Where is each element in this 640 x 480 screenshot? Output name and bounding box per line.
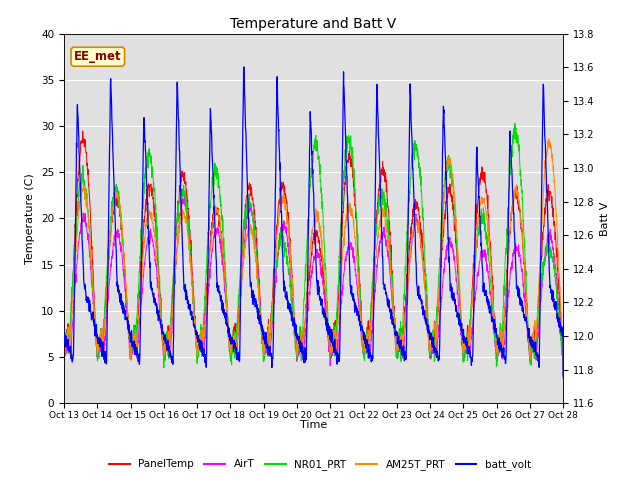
AM25T_PRT	[328, 344, 335, 350]
batt_volt	[199, 353, 207, 359]
AM25T_PRT	[559, 372, 567, 378]
PanelTemp	[200, 333, 207, 339]
PanelTemp	[60, 355, 68, 360]
AirT	[529, 349, 537, 355]
NR01_PRT	[511, 120, 518, 126]
PanelTemp	[328, 345, 335, 351]
batt_volt	[240, 64, 248, 70]
batt_volt	[559, 375, 567, 381]
Line: NR01_PRT: NR01_PRT	[64, 123, 563, 375]
Y-axis label: Temperature (C): Temperature (C)	[26, 173, 35, 264]
Line: PanelTemp: PanelTemp	[64, 131, 563, 375]
PanelTemp	[339, 214, 346, 219]
AirT	[559, 372, 567, 378]
AM25T_PRT	[515, 198, 523, 204]
AirT	[515, 253, 523, 259]
NR01_PRT	[559, 372, 567, 378]
Legend: PanelTemp, AirT, NR01_PRT, AM25T_PRT, batt_volt: PanelTemp, AirT, NR01_PRT, AM25T_PRT, ba…	[105, 455, 535, 474]
AM25T_PRT	[458, 330, 466, 336]
batt_volt	[529, 340, 537, 346]
batt_volt	[458, 334, 466, 339]
Line: batt_volt: batt_volt	[64, 67, 563, 378]
Line: AM25T_PRT: AM25T_PRT	[64, 139, 563, 375]
AM25T_PRT	[199, 341, 207, 347]
PanelTemp	[559, 372, 567, 378]
PanelTemp	[515, 204, 523, 209]
batt_volt	[328, 338, 335, 344]
NR01_PRT	[529, 341, 537, 347]
AirT	[60, 357, 68, 362]
Y-axis label: Batt V: Batt V	[600, 201, 610, 236]
Line: AirT: AirT	[64, 192, 563, 375]
Text: EE_met: EE_met	[74, 50, 122, 63]
NR01_PRT	[339, 188, 346, 194]
AM25T_PRT	[60, 349, 68, 355]
AM25T_PRT	[545, 136, 553, 142]
NR01_PRT	[60, 355, 68, 360]
AirT	[458, 347, 466, 352]
AirT	[328, 349, 335, 355]
NR01_PRT	[515, 145, 523, 151]
batt_volt	[515, 294, 523, 300]
NR01_PRT	[328, 337, 335, 343]
AirT	[180, 189, 188, 194]
NR01_PRT	[199, 323, 207, 328]
AM25T_PRT	[529, 336, 537, 342]
batt_volt	[60, 328, 68, 334]
PanelTemp	[79, 128, 86, 134]
AirT	[200, 354, 207, 360]
X-axis label: Time: Time	[300, 420, 327, 430]
NR01_PRT	[458, 339, 466, 345]
PanelTemp	[458, 339, 466, 345]
AM25T_PRT	[339, 256, 346, 262]
PanelTemp	[529, 340, 537, 346]
AirT	[339, 283, 346, 288]
batt_volt	[339, 137, 346, 143]
Title: Temperature and Batt V: Temperature and Batt V	[230, 17, 397, 31]
